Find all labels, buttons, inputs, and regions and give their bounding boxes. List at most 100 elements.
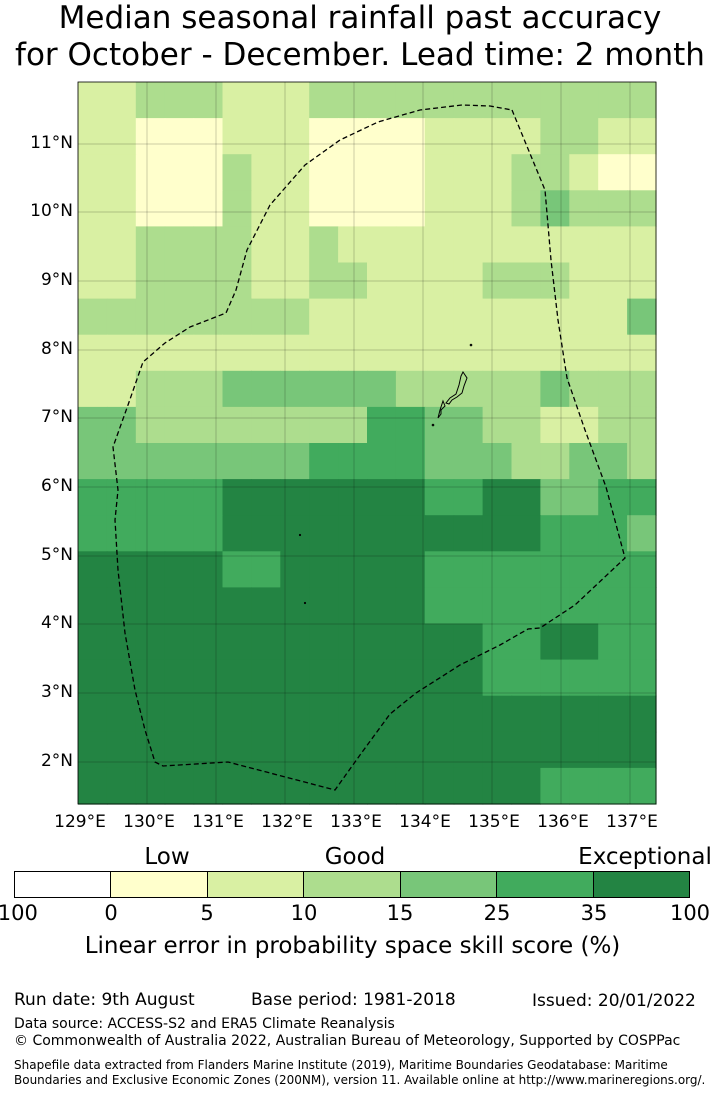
skill-cell xyxy=(135,623,166,661)
skill-cell xyxy=(540,406,570,444)
skill-cell xyxy=(395,443,426,480)
skill-cell xyxy=(135,298,166,336)
skill-cell xyxy=(482,659,513,697)
skill-cell xyxy=(78,190,108,227)
skill-cell xyxy=(395,515,426,552)
skill-cell xyxy=(251,479,281,516)
skill-cell xyxy=(598,659,628,697)
skill-cell xyxy=(251,334,281,372)
longitude-label: 131°E xyxy=(192,812,244,832)
skill-cell xyxy=(309,659,339,697)
skill-cell xyxy=(78,587,108,625)
skill-cell xyxy=(106,443,137,480)
map-frame xyxy=(77,81,657,805)
skill-cell xyxy=(106,118,137,155)
skill-cell xyxy=(395,659,426,697)
skill-cell xyxy=(164,118,195,155)
skill-cell xyxy=(511,587,541,625)
colorbar-segment xyxy=(111,872,208,897)
skill-cell xyxy=(453,298,484,336)
skill-cell xyxy=(222,551,252,588)
skill-cell xyxy=(540,226,570,264)
skill-cell xyxy=(280,767,310,805)
skill-cell xyxy=(511,767,541,805)
longitude-label: 129°E xyxy=(54,812,106,832)
skill-cell xyxy=(627,118,657,155)
skill-cell xyxy=(453,334,484,372)
skill-cell xyxy=(164,298,195,336)
graticule xyxy=(77,82,656,804)
skill-cell xyxy=(106,551,137,588)
colorbar-label: Linear error in probability space skill … xyxy=(84,933,621,959)
skill-cell xyxy=(511,695,541,733)
skill-cell xyxy=(598,695,628,733)
skill-cell xyxy=(251,370,281,408)
skill-cell xyxy=(424,190,455,227)
base-period: Base period: 1981-2018 xyxy=(251,990,456,1010)
latitude-label: 2°N xyxy=(40,751,73,771)
skill-cell xyxy=(424,370,455,408)
skill-cell xyxy=(251,406,281,444)
skill-cell xyxy=(424,767,455,805)
skill-cell xyxy=(569,623,599,661)
skill-cell xyxy=(367,154,397,191)
skill-cell xyxy=(78,154,108,191)
latitude-label: 8°N xyxy=(40,339,73,359)
skill-cell xyxy=(78,443,108,480)
skill-cell xyxy=(395,226,426,264)
skill-cell xyxy=(395,190,426,227)
skill-cell xyxy=(540,154,570,191)
skill-cell xyxy=(367,623,397,661)
latitude-label: 4°N xyxy=(40,613,73,633)
skill-cell xyxy=(251,623,281,661)
skill-cell xyxy=(511,551,541,588)
skill-cell xyxy=(251,443,281,480)
skill-cell xyxy=(569,226,599,264)
map-title-line-1: Median seasonal rainfall past accuracy xyxy=(58,0,662,36)
skill-cell xyxy=(106,82,137,119)
skill-cell xyxy=(627,623,657,661)
copyright: © Commonwealth of Australia 2022, Austra… xyxy=(14,1033,681,1049)
skill-cell xyxy=(627,298,657,336)
skill-cell xyxy=(164,82,195,119)
skill-cell xyxy=(424,226,455,264)
skill-cell xyxy=(164,370,195,408)
skill-cell xyxy=(569,479,599,516)
skill-cell xyxy=(395,154,426,191)
skill-cell xyxy=(367,298,397,336)
skill-cell xyxy=(424,82,455,119)
skill-cell xyxy=(338,695,368,733)
skill-cell xyxy=(338,406,368,444)
skill-cell xyxy=(280,695,310,733)
skill-cell xyxy=(540,695,570,733)
skill-cell xyxy=(395,623,426,661)
skill-cell xyxy=(424,479,455,516)
skill-cell xyxy=(569,154,599,191)
skill-cell xyxy=(222,731,252,769)
skill-cell xyxy=(135,479,166,516)
skill-cell xyxy=(106,154,137,191)
skill-cell xyxy=(482,731,513,769)
skill-cell xyxy=(222,587,252,625)
skill-cell xyxy=(424,154,455,191)
skill-cell xyxy=(193,623,224,661)
skill-cell xyxy=(395,731,426,769)
skill-cell xyxy=(309,767,339,805)
skill-cell xyxy=(280,226,310,264)
skill-cell xyxy=(280,190,310,227)
skill-cell xyxy=(367,334,397,372)
skill-cell xyxy=(569,731,599,769)
skill-cell xyxy=(338,334,368,372)
colorbar-tick: 15 xyxy=(386,901,414,925)
skill-cell xyxy=(280,731,310,769)
colorbar-segment xyxy=(400,872,498,897)
skill-cell xyxy=(222,443,252,480)
skill-cell xyxy=(367,659,397,697)
skill-cell xyxy=(135,334,166,372)
skill-cell xyxy=(569,298,599,336)
skill-cell xyxy=(627,334,657,372)
skill-cell xyxy=(540,623,570,661)
skill-cell xyxy=(627,190,657,227)
colorbar-segment xyxy=(497,872,594,897)
skill-cell xyxy=(598,515,628,552)
